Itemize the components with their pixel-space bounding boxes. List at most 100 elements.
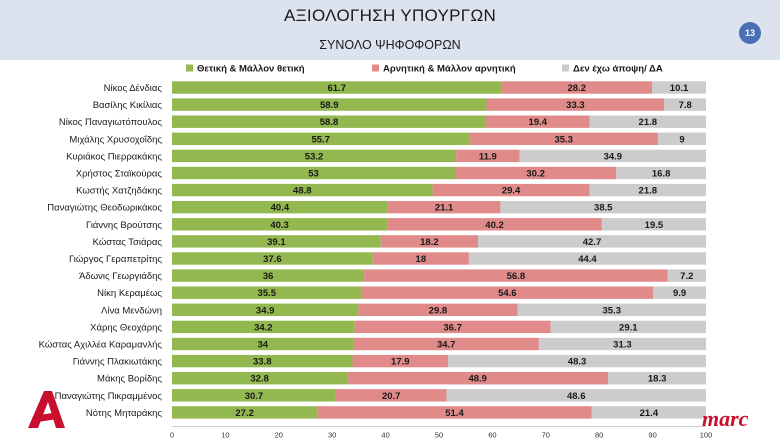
data-label: 36 xyxy=(263,271,274,282)
category-label: Κώστας Αχιλλέα Καραμανλής xyxy=(39,340,163,351)
category-label: Χρήστος Σταϊκούρας xyxy=(76,169,163,180)
bar-segment xyxy=(172,252,373,265)
data-label: 53.2 xyxy=(305,151,324,162)
data-label: 34.2 xyxy=(254,322,273,333)
category-label: Γιώργος Γεραπετρίτης xyxy=(69,254,162,265)
x-tick-label: 50 xyxy=(435,431,443,439)
data-label: 19.4 xyxy=(529,117,548,128)
bar-segment xyxy=(477,235,706,248)
bar-segment xyxy=(485,115,590,128)
bar-segment xyxy=(501,81,653,94)
category-label: Μάκης Βορίδης xyxy=(97,374,162,385)
data-label: 58.9 xyxy=(320,100,339,111)
header-band xyxy=(0,0,780,60)
category-label: Κωστής Χατζηδάκης xyxy=(76,186,162,197)
data-label: 56.8 xyxy=(507,271,526,282)
legend-swatch xyxy=(186,64,193,72)
x-tick-label: 0 xyxy=(170,431,174,439)
category-label: Νίκος Δένδιας xyxy=(104,83,163,94)
bar-segment xyxy=(667,269,706,282)
category-label: Μιχάλης Χρυσοχοΐδης xyxy=(69,134,162,145)
bar-segment xyxy=(550,320,706,334)
category-label: Νότης Μηταράκης xyxy=(86,408,163,419)
bar-segment xyxy=(172,201,388,214)
data-label: 42.7 xyxy=(583,237,602,248)
bar-segment xyxy=(538,337,706,351)
x-tick-label: 10 xyxy=(221,431,229,439)
bar-segment xyxy=(358,303,518,316)
data-label: 30.7 xyxy=(245,391,264,402)
category-label: Νίκη Κεραμέως xyxy=(97,288,162,299)
bar-segment xyxy=(172,149,457,163)
data-label: 29.8 xyxy=(429,305,448,316)
bar-segment xyxy=(456,149,520,163)
bar-segment xyxy=(519,149,706,163)
page-subtitle: ΣΥΝΟΛΟ ΨΗΦΟΦΟΡΩΝ xyxy=(319,38,461,52)
data-label: 21.8 xyxy=(639,186,658,197)
bar-segment xyxy=(364,269,668,282)
data-label: 19.5 xyxy=(645,220,664,231)
bar-segment xyxy=(172,115,486,128)
data-label: 9 xyxy=(679,134,684,145)
bar-segment xyxy=(517,303,706,316)
data-label: 40.2 xyxy=(485,220,504,231)
data-label: 7.8 xyxy=(679,100,692,111)
legend-label: Θετική & Μάλλον θετική xyxy=(197,64,305,75)
bar-segment xyxy=(446,389,706,402)
data-label: 35.5 xyxy=(258,288,277,299)
bar-segment xyxy=(455,166,617,180)
bar-segment xyxy=(172,354,353,368)
legend-swatch xyxy=(562,64,569,72)
bar-segment xyxy=(500,201,706,214)
data-label: 18.2 xyxy=(420,237,439,248)
bar-segment xyxy=(486,98,665,111)
bar-segment xyxy=(347,372,609,385)
data-label: 17.9 xyxy=(391,357,410,368)
bar-segment xyxy=(354,320,551,334)
bar-segment xyxy=(448,354,706,368)
bar-segment xyxy=(657,132,706,145)
data-label: 35.3 xyxy=(602,305,621,316)
data-label: 11.9 xyxy=(479,151,497,162)
bar-segment xyxy=(172,166,456,180)
data-label: 18.3 xyxy=(648,374,667,385)
category-label: Νίκος Παναγιωτόπουλος xyxy=(59,117,163,128)
bar-segment xyxy=(172,132,470,145)
bar-segment xyxy=(172,286,362,299)
data-label: 53 xyxy=(308,169,319,180)
data-label: 48.6 xyxy=(567,391,586,402)
data-label: 31.3 xyxy=(613,340,632,351)
data-label: 29.1 xyxy=(619,322,638,333)
bar-segment xyxy=(172,303,359,316)
bar-segment xyxy=(172,337,354,351)
data-label: 38.5 xyxy=(594,203,613,214)
x-tick-label: 30 xyxy=(328,431,336,439)
bar-segment xyxy=(589,115,706,128)
data-label: 51.4 xyxy=(445,408,464,419)
bar-segment xyxy=(172,372,348,385)
data-label: 33.8 xyxy=(253,357,272,368)
category-label: Γιάννης Βρούτσης xyxy=(86,220,162,231)
data-label: 48.3 xyxy=(568,357,587,368)
x-tick-label: 70 xyxy=(542,431,550,439)
category-label: Γιάννης Πλακιωτάκης xyxy=(73,357,163,368)
data-label: 29.4 xyxy=(502,186,521,197)
data-label: 10.1 xyxy=(670,83,689,94)
data-label: 48.8 xyxy=(293,186,312,197)
data-label: 18 xyxy=(416,254,427,265)
data-label: 16.8 xyxy=(652,169,671,180)
category-label: Βασίλης Κικίλιας xyxy=(93,100,163,111)
data-label: 7.2 xyxy=(680,271,693,282)
data-label: 48.9 xyxy=(468,374,487,385)
bar-segment xyxy=(172,235,381,248)
bar-segment xyxy=(387,201,501,214)
page-number-badge: 13 xyxy=(739,22,761,44)
bar-segment xyxy=(172,98,487,111)
category-label: Άδωνις Γεωργιάδης xyxy=(79,271,162,282)
data-label: 61.7 xyxy=(327,83,346,94)
bar-segment xyxy=(468,252,706,265)
bar-segment xyxy=(432,183,590,197)
data-label: 58.8 xyxy=(320,117,339,128)
data-label: 34.7 xyxy=(437,340,456,351)
